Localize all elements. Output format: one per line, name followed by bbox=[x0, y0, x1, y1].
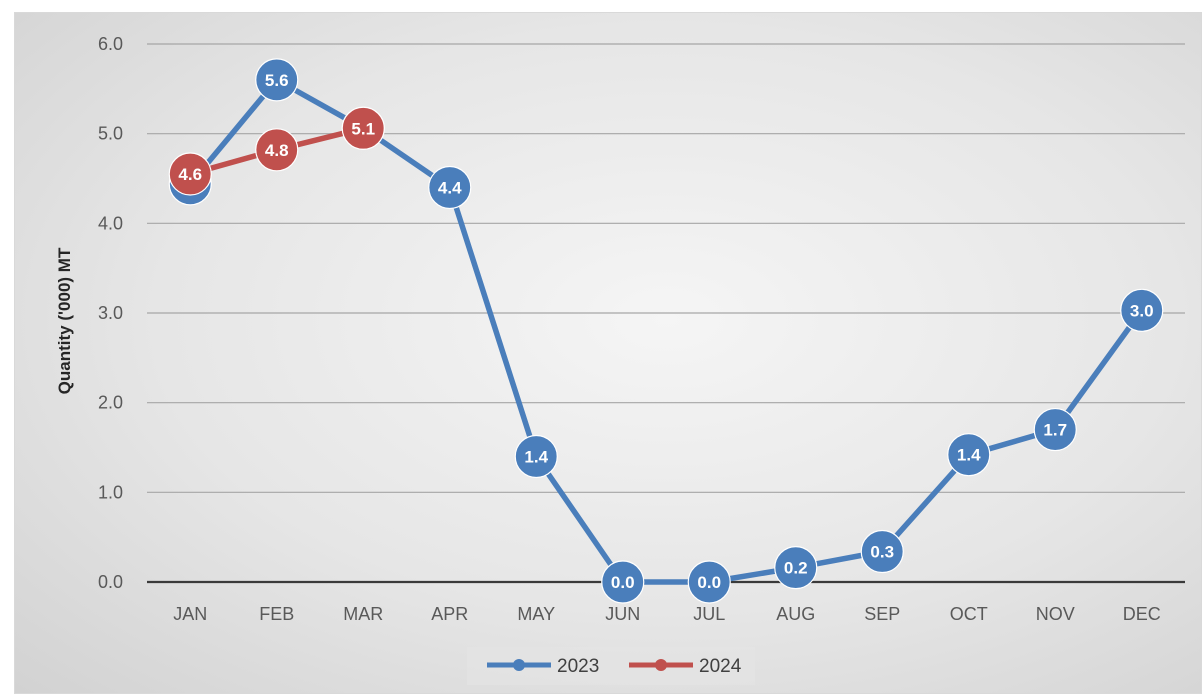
y-tick-label: 1.0 bbox=[98, 482, 123, 502]
data-label: 1.4 bbox=[957, 446, 981, 465]
data-point[interactable] bbox=[1120, 288, 1164, 332]
x-tick-label: SEP bbox=[864, 604, 900, 624]
data-point[interactable] bbox=[601, 560, 645, 604]
data-label: 1.4 bbox=[524, 447, 548, 466]
line-chart: 0.0 1.0 2.0 3.0 4.0 5.0 6.0 JAN FEB MAR APR MAY JUN… bbox=[55, 34, 1185, 685]
data-point[interactable] bbox=[255, 128, 299, 172]
y-tick-label: 6.0 bbox=[98, 34, 123, 54]
legend-label: 2024 bbox=[699, 656, 742, 677]
series-lines: 4.45.64.41.40.00.00.20.31.41.73.04.64.85… bbox=[168, 58, 1164, 604]
data-label: 1.7 bbox=[1043, 421, 1067, 440]
data-label: 4.4 bbox=[438, 178, 462, 197]
legend[interactable]: 2023 2024 bbox=[467, 647, 755, 685]
gridlines bbox=[147, 43, 1185, 584]
x-tick-label: MAY bbox=[517, 604, 555, 624]
legend-marker bbox=[513, 659, 525, 671]
y-tick-label: 0.0 bbox=[98, 572, 123, 592]
x-tick-label: DEC bbox=[1123, 604, 1161, 624]
x-tick-label: JUL bbox=[693, 604, 725, 624]
y-tick-label: 4.0 bbox=[98, 213, 123, 233]
data-label: 4.8 bbox=[265, 141, 289, 160]
data-label: 5.6 bbox=[265, 71, 289, 90]
data-point[interactable] bbox=[774, 546, 818, 590]
legend-item-2024[interactable]: 2024 bbox=[629, 656, 742, 677]
x-axis-ticks: JAN FEB MAR APR MAY JUN JUL AUG SEP OCT NOV DEC bbox=[173, 604, 1161, 624]
data-label: 4.6 bbox=[178, 165, 202, 184]
y-tick-label: 2.0 bbox=[98, 393, 123, 413]
data-point[interactable] bbox=[255, 58, 299, 102]
legend-marker bbox=[655, 659, 667, 671]
data-point[interactable] bbox=[168, 152, 212, 196]
x-tick-label: FEB bbox=[259, 604, 294, 624]
legend-item-2023[interactable]: 2023 bbox=[487, 656, 599, 677]
y-tick-label: 3.0 bbox=[98, 303, 123, 323]
x-tick-label: JUN bbox=[605, 604, 640, 624]
chart-area: 0.0 1.0 2.0 3.0 4.0 5.0 6.0 JAN FEB MAR APR MAY JUN… bbox=[14, 12, 1202, 694]
data-point[interactable] bbox=[428, 165, 472, 210]
data-label: 0.2 bbox=[784, 559, 808, 578]
y-axis-ticks: 0.0 1.0 2.0 3.0 4.0 5.0 6.0 bbox=[98, 34, 123, 592]
data-label: 0.0 bbox=[697, 573, 721, 592]
series-2024: 4.6 4.8 5.1 bbox=[168, 106, 385, 196]
y-tick-label: 5.0 bbox=[98, 124, 123, 144]
data-point[interactable] bbox=[341, 106, 385, 150]
x-tick-label: APR bbox=[431, 604, 468, 624]
x-tick-label: AUG bbox=[776, 604, 815, 624]
data-point[interactable] bbox=[514, 434, 558, 479]
data-label: 3.0 bbox=[1130, 301, 1154, 320]
series-2023: 4.45.64.41.40.00.00.20.31.41.73.0 bbox=[168, 58, 1164, 604]
legend-label: 2023 bbox=[557, 656, 599, 677]
x-tick-label: NOV bbox=[1036, 604, 1075, 624]
data-label: 0.3 bbox=[870, 543, 894, 562]
data-point[interactable] bbox=[860, 529, 904, 574]
data-point[interactable] bbox=[687, 560, 731, 604]
y-axis-label: Quantity ('000) MT bbox=[55, 247, 74, 394]
x-tick-label: OCT bbox=[950, 604, 988, 624]
x-tick-label: JAN bbox=[173, 604, 207, 624]
data-point[interactable] bbox=[1033, 407, 1077, 452]
data-point[interactable] bbox=[947, 433, 991, 477]
data-label: 0.0 bbox=[611, 573, 635, 592]
x-tick-label: MAR bbox=[343, 604, 383, 624]
data-label: 5.1 bbox=[351, 119, 375, 138]
series-line-2023 bbox=[187, 77, 1145, 585]
